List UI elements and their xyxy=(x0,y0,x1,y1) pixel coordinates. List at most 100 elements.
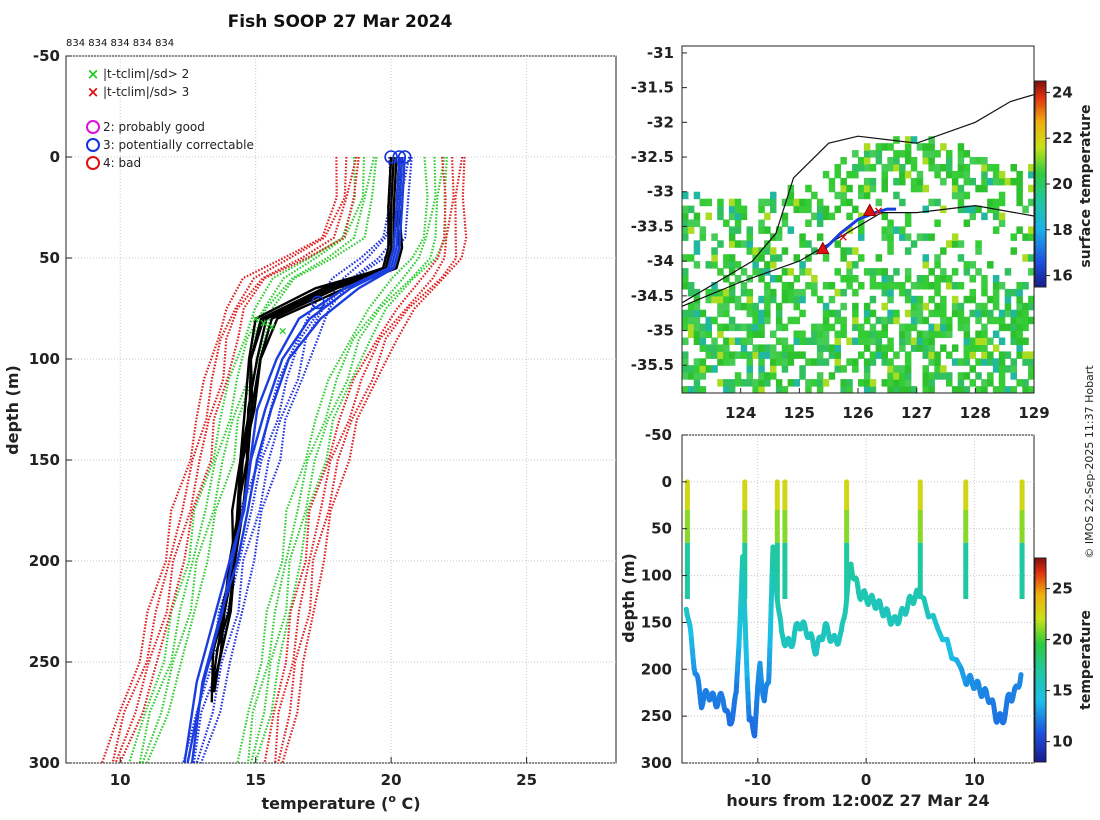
sst-cell xyxy=(793,316,800,325)
sst-cell xyxy=(858,323,865,332)
sst-cell xyxy=(834,351,841,359)
sst-cell xyxy=(717,358,724,366)
sst-cell xyxy=(1016,323,1023,332)
sst-cell xyxy=(916,143,924,151)
sst-cell xyxy=(957,150,965,158)
sst-cell xyxy=(998,372,1006,380)
sst-cell xyxy=(957,323,965,332)
sst-cell xyxy=(840,365,847,373)
sst-cell xyxy=(863,150,871,158)
sst-cell xyxy=(928,358,935,366)
sst-cell xyxy=(752,309,759,318)
sst-cell xyxy=(728,288,736,297)
sst-cb-tick-label: 24 xyxy=(1052,83,1073,101)
sst-cell xyxy=(734,219,742,227)
sst-cell xyxy=(705,323,712,332)
sst-cell xyxy=(805,198,812,207)
sst-cell xyxy=(946,316,953,325)
sst-cb-tick-label: 18 xyxy=(1052,221,1073,239)
y-tick-label: 200 xyxy=(29,552,60,570)
sst-cell xyxy=(682,226,689,234)
map-x-tick-label: 124 xyxy=(725,404,756,422)
sst-cell xyxy=(687,302,695,311)
map-flag-marker: × xyxy=(838,230,848,244)
sst-cell xyxy=(682,212,689,221)
sst-cell xyxy=(834,358,841,366)
sst-cell xyxy=(887,288,894,297)
sst-cell xyxy=(869,386,877,393)
sst-cell xyxy=(770,372,777,380)
sst-cell xyxy=(969,365,976,373)
sst-cell xyxy=(852,150,859,158)
sst-cell xyxy=(711,295,718,304)
sst-cell xyxy=(822,170,830,179)
sst-cell xyxy=(904,268,912,276)
sst-cell xyxy=(863,386,871,393)
sst-cell xyxy=(1028,164,1034,172)
track-segment xyxy=(1018,672,1024,682)
sst-cell xyxy=(928,351,935,359)
sst-cell xyxy=(957,379,965,387)
legend-flag3-marker xyxy=(86,138,100,152)
sst-cell xyxy=(746,358,753,366)
coastline xyxy=(682,94,1034,304)
sst-cell xyxy=(899,170,906,179)
sst-cell xyxy=(734,198,742,207)
sst-cell xyxy=(682,316,689,325)
sst-cell xyxy=(852,316,859,325)
sst-cell xyxy=(928,198,935,207)
sst-cell xyxy=(775,386,783,393)
sst-cell xyxy=(828,372,836,380)
sst-cell xyxy=(916,184,924,193)
sst-cell xyxy=(940,164,947,172)
sst-cell xyxy=(723,302,730,311)
sst-cell xyxy=(793,205,800,214)
sst-cell xyxy=(928,136,935,144)
sst-cell xyxy=(811,247,818,255)
sst-cell xyxy=(828,282,836,290)
sst-cell xyxy=(840,184,847,193)
sst-cell xyxy=(1016,295,1023,304)
sst-cell xyxy=(899,386,906,393)
sst-cell xyxy=(734,323,742,332)
sst-cell xyxy=(758,316,765,325)
sst-cell xyxy=(963,191,971,200)
sst-cell xyxy=(787,198,795,207)
sst-cell xyxy=(869,150,877,158)
sst-cell xyxy=(899,365,906,373)
sst-cell xyxy=(998,358,1006,366)
sst-cell xyxy=(764,344,771,352)
sst-cell xyxy=(899,323,906,332)
section-panel: -10 0 10 -50 0 50 100 150 200 250 300 hours from 1… xyxy=(619,426,1094,810)
sst-cell xyxy=(1004,365,1012,373)
sst-cell xyxy=(799,295,806,304)
sst-cell xyxy=(899,226,906,234)
sst-cell xyxy=(1016,344,1023,352)
sst-cell xyxy=(705,212,712,221)
sst-cell xyxy=(816,205,824,214)
sst-cell xyxy=(752,302,759,311)
sst-cell xyxy=(922,302,929,311)
sst-cell xyxy=(811,191,818,200)
sst-cell xyxy=(893,226,900,234)
sst-cell xyxy=(740,288,748,297)
sst-cell xyxy=(981,302,988,311)
sst-cell xyxy=(1016,198,1023,207)
start-marker xyxy=(862,203,877,216)
sst-cell xyxy=(1034,379,1041,387)
sst-cell xyxy=(799,240,806,248)
sst-cell xyxy=(1016,309,1023,318)
sst-cell xyxy=(928,157,935,165)
sst-cell xyxy=(904,143,912,151)
sst-cell xyxy=(775,323,783,332)
sst-cell xyxy=(957,240,965,248)
sst-cb-tick-label: 16 xyxy=(1052,267,1073,285)
sst-cell xyxy=(1028,268,1034,276)
sst-cell xyxy=(699,372,707,380)
sst-cell xyxy=(805,205,812,214)
sst-cell xyxy=(846,170,853,179)
sst-cell xyxy=(805,219,812,227)
sst-cell xyxy=(934,198,941,207)
sst-cell xyxy=(711,337,718,345)
sst-cell xyxy=(934,372,941,380)
